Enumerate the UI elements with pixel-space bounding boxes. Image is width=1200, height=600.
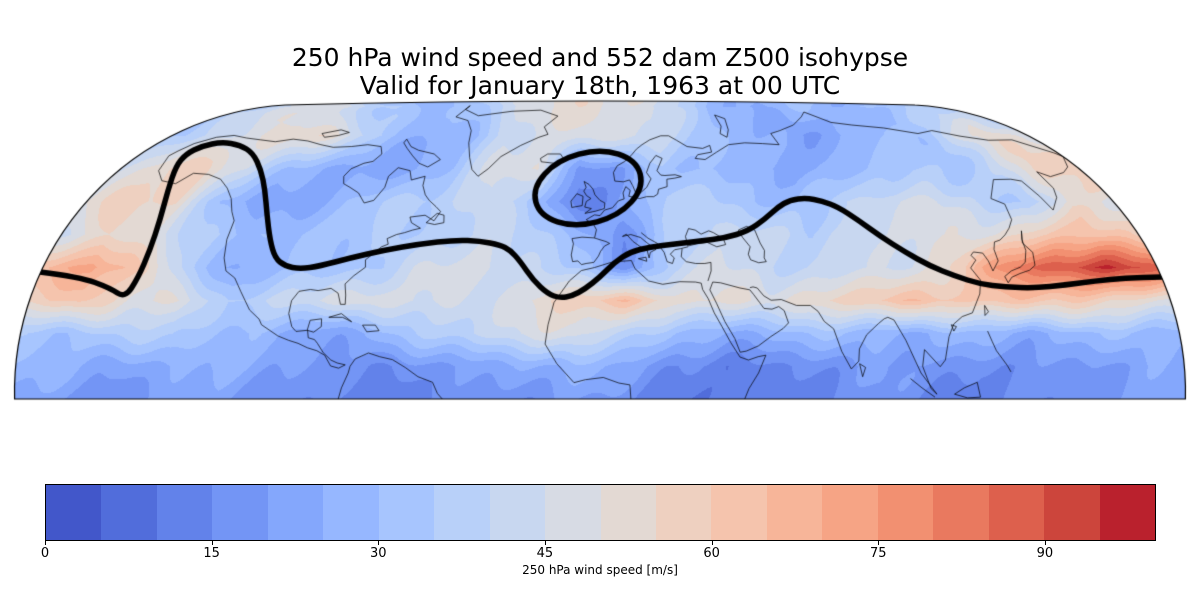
colorbar-segment bbox=[434, 485, 490, 540]
colorbar-tick-mark bbox=[45, 541, 46, 545]
colorbar-segment bbox=[988, 485, 1045, 540]
colorbar-tick-mark bbox=[1044, 541, 1046, 545]
colorbar-tick-label: 15 bbox=[203, 546, 220, 561]
colorbar-gradient bbox=[45, 484, 1156, 541]
colorbar-segment bbox=[877, 485, 934, 540]
colorbar-axis-label: 250 hPa wind speed [m/s] bbox=[522, 563, 678, 577]
colorbar-segment bbox=[933, 485, 989, 540]
colorbar-segment bbox=[101, 485, 157, 540]
colorbar-segment bbox=[212, 485, 268, 540]
colorbar-tick-mark bbox=[711, 541, 713, 545]
colorbar-tick-mark bbox=[211, 541, 213, 545]
map-canvas bbox=[0, 0, 1200, 430]
colorbar-tick-label: 30 bbox=[370, 546, 387, 561]
colorbar-segment bbox=[156, 485, 213, 540]
colorbar-segment bbox=[766, 485, 823, 540]
colorbar-segment bbox=[545, 485, 601, 540]
colorbar-segment bbox=[378, 485, 435, 540]
colorbar-segment bbox=[822, 485, 878, 540]
colorbar-tick-mark bbox=[378, 541, 380, 545]
chart-title: 250 hPa wind speed and 552 dam Z500 isoh… bbox=[0, 44, 1200, 100]
colorbar-tick-label: 0 bbox=[40, 546, 50, 561]
chart-title-line1: 250 hPa wind speed and 552 dam Z500 isoh… bbox=[291, 43, 909, 72]
colorbar-tick-label: 75 bbox=[869, 546, 887, 561]
chart-title-line2: Valid for January 18th, 1963 at 00 UTC bbox=[359, 71, 841, 100]
colorbar: 0 15 30 45 60 75 90 bbox=[41, 484, 1156, 561]
colorbar-tick-label: 45 bbox=[536, 546, 554, 561]
colorbar-tick-mark bbox=[878, 541, 880, 545]
colorbar-segment bbox=[600, 485, 656, 540]
colorbar-segment bbox=[267, 485, 324, 540]
colorbar-segment bbox=[1099, 485, 1156, 540]
colorbar-segment bbox=[46, 485, 102, 540]
colorbar-segment bbox=[323, 485, 379, 540]
colorbar-segment bbox=[1044, 485, 1100, 540]
colorbar-tick-mark bbox=[544, 541, 546, 545]
colorbar-tick-label: 90 bbox=[1036, 546, 1054, 561]
colorbar-segment bbox=[711, 485, 767, 540]
colorbar-segment bbox=[489, 485, 546, 540]
colorbar-segment bbox=[655, 485, 712, 540]
colorbar-tick-label: 60 bbox=[703, 546, 720, 561]
